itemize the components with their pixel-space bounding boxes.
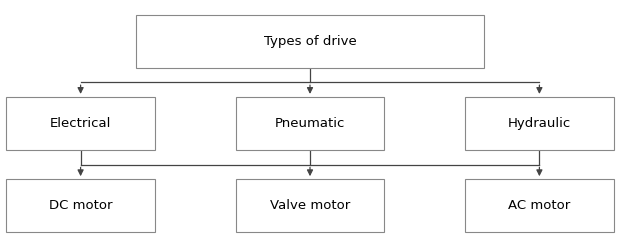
FancyBboxPatch shape	[6, 97, 155, 150]
Text: Electrical: Electrical	[50, 117, 111, 130]
FancyBboxPatch shape	[236, 97, 384, 150]
Text: DC motor: DC motor	[49, 199, 112, 212]
Text: Valve motor: Valve motor	[270, 199, 350, 212]
FancyBboxPatch shape	[236, 179, 384, 232]
Text: Types of drive: Types of drive	[264, 35, 356, 48]
Text: Pneumatic: Pneumatic	[275, 117, 345, 130]
FancyBboxPatch shape	[465, 179, 614, 232]
Text: Hydraulic: Hydraulic	[508, 117, 571, 130]
FancyBboxPatch shape	[465, 97, 614, 150]
Text: AC motor: AC motor	[508, 199, 570, 212]
FancyBboxPatch shape	[6, 179, 155, 232]
FancyBboxPatch shape	[136, 15, 484, 68]
